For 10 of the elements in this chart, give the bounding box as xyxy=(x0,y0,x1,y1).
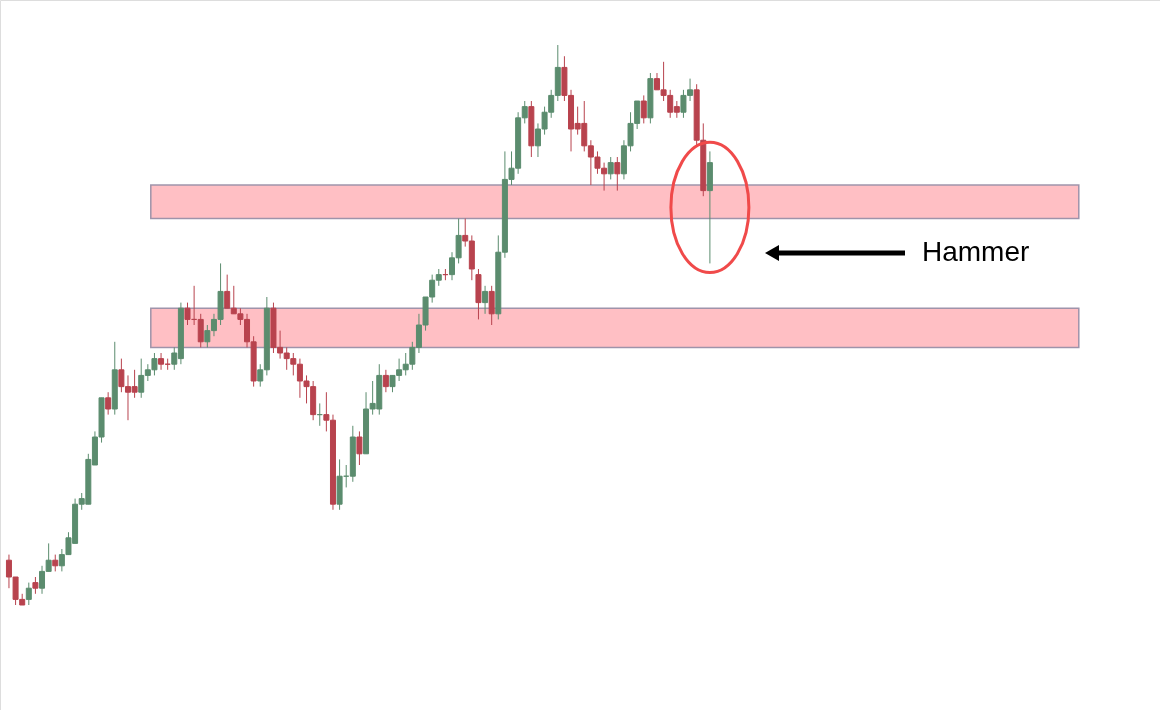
text: Hammer xyxy=(922,236,1030,267)
candlestick xyxy=(382,369,389,393)
candlestick xyxy=(356,430,363,466)
candlestick xyxy=(614,156,621,192)
candlestick xyxy=(488,285,495,326)
candlestick xyxy=(25,582,32,606)
candlestick xyxy=(482,285,489,315)
candlestick xyxy=(640,94,647,124)
candlestick xyxy=(105,391,112,416)
candlestick xyxy=(607,156,614,180)
